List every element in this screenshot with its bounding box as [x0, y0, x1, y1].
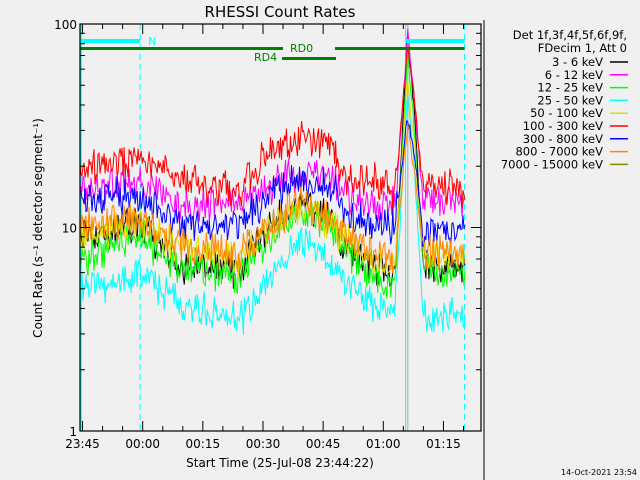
- legend-header: Det 1f,3f,4f,5f,6f,9f,: [513, 28, 627, 42]
- legend-label: 100 - 300 keV: [523, 119, 603, 133]
- x-tick-label: 00:30: [246, 437, 281, 451]
- night-bar: [80, 39, 141, 43]
- rd0-label: RD0: [290, 42, 313, 55]
- y-tick-label: 1: [69, 425, 77, 439]
- legend-label: 25 - 50 keV: [537, 93, 603, 107]
- legend-label: 300 - 800 keV: [523, 132, 603, 146]
- legend-label: 6 - 12 keV: [545, 68, 603, 82]
- y-tick-label: 10: [62, 222, 77, 236]
- y-tick-label: 100: [54, 18, 77, 32]
- timestamp: 14-Oct-2021 23:54: [561, 468, 637, 477]
- legend-label: 3 - 6 keV: [552, 55, 603, 69]
- axes: 1 10 100 23:45 00:00 00:15 00:30 00:45 01:00 01:1…: [54, 18, 482, 451]
- legend-label: 7000 - 15000 keV: [501, 157, 603, 171]
- series-800-7000-kev: [79, 125, 466, 274]
- rd0-bar: [335, 47, 465, 50]
- series-25-50-kev: [79, 95, 466, 335]
- y-axis-label: Count Rate (s⁻¹ detector segment⁻¹): [31, 118, 45, 338]
- legend: Det 1f,3f,4f,5f,6f,9f,FDecim 1, Att 03 -…: [483, 20, 628, 480]
- legend-label: 50 - 100 keV: [530, 106, 603, 120]
- x-tick-label: 00:45: [306, 437, 341, 451]
- x-tick-label: 00:00: [125, 437, 160, 451]
- night-label: N: [148, 35, 156, 48]
- plot-area: N RD0 RD4: [79, 24, 466, 431]
- series-50-100-kev: [79, 80, 466, 278]
- chart-title: RHESSI Count Rates: [205, 3, 356, 21]
- x-tick-label: 01:15: [426, 437, 461, 451]
- rd4-bar: [282, 57, 336, 60]
- x-tick-label: 00:15: [186, 437, 221, 451]
- series-6-12-kev: [79, 28, 466, 223]
- rd4-label: RD4: [254, 51, 277, 64]
- legend-label: 12 - 25 keV: [537, 81, 603, 95]
- night-bar: [405, 39, 465, 43]
- series-3-6-kev: [79, 35, 466, 289]
- x-tick-label: 01:00: [366, 437, 401, 451]
- series-100-300-kev: [79, 46, 466, 211]
- x-axis-label: Start Time (25-Jul-08 23:44:22): [186, 456, 374, 470]
- series-300-800-kev: [79, 119, 466, 247]
- rd0-bar: [80, 47, 283, 50]
- legend-label: 800 - 7000 keV: [515, 145, 603, 159]
- legend-header: FDecim 1, Att 0: [538, 41, 627, 55]
- x-tick-label: 23:45: [65, 437, 100, 451]
